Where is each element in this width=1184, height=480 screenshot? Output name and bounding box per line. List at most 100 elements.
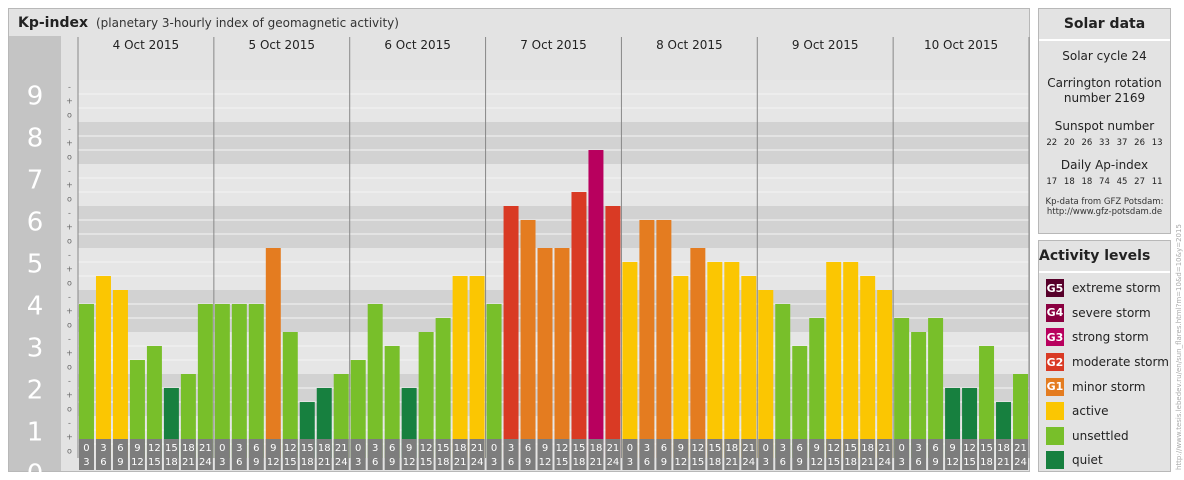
carrington-line2: number 2169: [1063, 91, 1146, 105]
interval-start-label: 9: [949, 443, 955, 454]
legend-item-active: active: [1039, 399, 1170, 424]
kp-tick-label: 6: [27, 208, 44, 238]
interval-box: [826, 439, 842, 470]
interval-start-label: 12: [148, 443, 161, 454]
interval-start-label: 3: [780, 443, 786, 454]
legend-swatch: G1: [1046, 377, 1064, 396]
interval-end-label: 24: [607, 457, 620, 468]
interval-end-label: 6: [508, 457, 514, 468]
interval-box: [809, 439, 825, 470]
chart-header: Kp-index (planetary 3-hourly index of ge…: [9, 9, 1029, 37]
interval-end-label: 6: [780, 457, 786, 468]
kp-tick-label: 8: [27, 124, 44, 154]
interval-box: [214, 439, 230, 470]
interval-start-label: 3: [236, 443, 242, 454]
interval-start-label: 0: [491, 443, 497, 454]
kp-axis-column: [9, 36, 61, 471]
interval-end-label: 24: [1014, 457, 1027, 468]
kp-sub-tick: o: [67, 111, 72, 120]
legend-label: moderate storm: [1072, 355, 1169, 370]
kp-band: [78, 80, 1029, 122]
interval-box: [282, 439, 298, 470]
interval-box: [792, 439, 808, 470]
legend-label: extreme storm: [1072, 281, 1161, 296]
interval-end-label: 12: [810, 457, 823, 468]
interval-start-label: 15: [437, 443, 450, 454]
kp-bar: [707, 261, 723, 458]
interval-box: [197, 439, 213, 470]
legend-item-minor-storm: G1 minor storm: [1039, 374, 1170, 399]
kp-tick-label: 3: [27, 334, 44, 364]
kp-bar: [809, 318, 825, 458]
kp-sub-tick: +: [66, 223, 73, 232]
interval-start-label: 9: [270, 443, 276, 454]
interval-end-label: 15: [284, 457, 297, 468]
chart-subtitle: (planetary 3-hourly index of geomagnetic…: [96, 16, 399, 30]
legend-swatch: G4: [1046, 303, 1064, 322]
interval-box: [758, 439, 774, 470]
kp-bar: [333, 374, 349, 458]
interval-box: [384, 439, 400, 470]
kp-bar: [622, 261, 638, 458]
interval-box: [775, 439, 791, 470]
day-label: 8 Oct 2015: [656, 38, 723, 52]
interval-end-label: 9: [389, 457, 395, 468]
kp-bar: [758, 290, 774, 458]
kp-bar: [537, 248, 553, 458]
interval-end-label: 9: [117, 457, 123, 468]
kp-bar: [792, 345, 808, 458]
interval-end-label: 21: [182, 457, 195, 468]
interval-end-label: 15: [691, 457, 704, 468]
kp-sub-tick: o: [67, 321, 72, 330]
kp-sub-tick: +: [66, 349, 73, 358]
interval-box: [112, 439, 128, 470]
interval-start-label: 12: [420, 443, 433, 454]
interval-box: [843, 439, 859, 470]
kp-sub-tick: o: [67, 237, 72, 246]
interval-start-label: 0: [763, 443, 769, 454]
sunspot-value: 26: [1134, 138, 1145, 148]
interval-start-label: 6: [932, 443, 938, 454]
kp-bar: [775, 303, 791, 458]
kp-bar: [231, 303, 247, 458]
interval-box: [486, 439, 502, 470]
interval-start-label: 9: [406, 443, 412, 454]
interval-box: [520, 439, 536, 470]
interval-end-label: 9: [253, 457, 259, 468]
ap-value: 18: [1063, 177, 1075, 187]
kp-bar: [1013, 374, 1028, 458]
kp-sub-tick: +: [66, 391, 73, 400]
interval-end-label: 3: [763, 457, 769, 468]
interval-start-label: 6: [117, 443, 123, 454]
interval-end-label: 15: [827, 457, 840, 468]
kp-bar: [979, 345, 995, 458]
kp-bar: [826, 261, 842, 458]
interval-start-label: 3: [100, 443, 106, 454]
kp-bar: [180, 374, 196, 458]
legend-label: quiet: [1072, 453, 1103, 468]
interval-start-label: 18: [318, 443, 331, 454]
sunspot-value: 37: [1116, 138, 1128, 148]
legend-swatch: [1046, 451, 1064, 470]
source-note-line1: Kp-data from GFZ Potsdam:: [1045, 197, 1164, 207]
interval-end-label: 9: [797, 457, 803, 468]
interval-start-label: 18: [861, 443, 874, 454]
interval-box: [248, 439, 264, 470]
interval-start-label: 6: [525, 443, 531, 454]
interval-end-label: 15: [963, 457, 976, 468]
interval-box: [639, 439, 655, 470]
kp-sub-tick: -: [68, 125, 71, 134]
legend-label: active: [1072, 404, 1109, 419]
interval-box: [180, 439, 196, 470]
kp-sub-tick: o: [67, 195, 72, 204]
interval-start-label: 0: [627, 443, 633, 454]
legend-label: severe storm: [1072, 305, 1151, 320]
interval-start-label: 0: [219, 443, 225, 454]
legend-swatch: [1046, 402, 1064, 421]
interval-end-label: 15: [148, 457, 161, 468]
interval-box: [435, 439, 451, 470]
kp-bar: [214, 303, 230, 458]
sunspot-label: Sunspot number: [1054, 119, 1155, 133]
interval-end-label: 18: [573, 457, 586, 468]
interval-end-label: 12: [403, 457, 416, 468]
